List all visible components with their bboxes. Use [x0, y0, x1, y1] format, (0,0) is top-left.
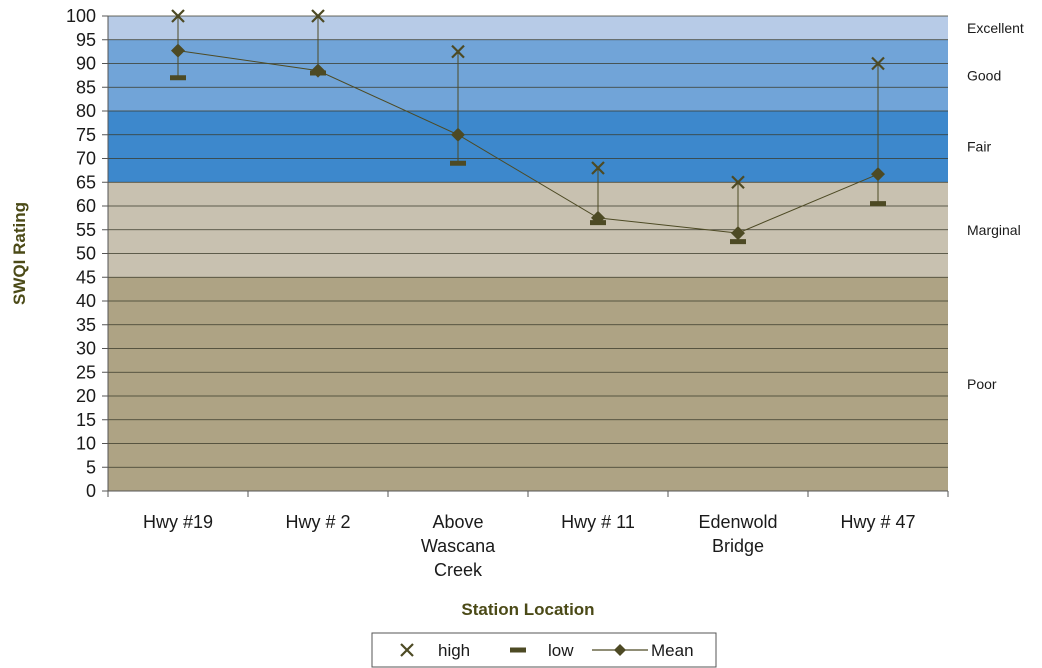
band-fair	[108, 111, 948, 183]
x-tick-label: Hwy # 47	[840, 512, 915, 532]
x-stroke	[171, 9, 185, 23]
y-tick-label: 0	[86, 481, 96, 501]
x-tick-label: Hwy # 2	[285, 512, 350, 532]
data-markers	[170, 9, 886, 245]
mean-marker	[311, 63, 325, 78]
legend-box	[371, 632, 717, 668]
y-tick-label: 50	[76, 244, 96, 264]
x-tick-label-line: Bridge	[712, 536, 764, 556]
x-tick-label-line: Above	[432, 512, 483, 532]
band-poor	[108, 277, 948, 491]
y-tick-label: 55	[76, 220, 96, 240]
legend: high low Mean	[371, 632, 717, 668]
mean-marker	[871, 167, 885, 182]
legend-high-label: high	[438, 641, 470, 660]
x-axis-title: Station Location	[461, 600, 594, 619]
low-marker	[450, 160, 466, 166]
y-tick-label: 65	[76, 172, 96, 192]
high-marker	[171, 9, 185, 23]
band-label-fair: Fair	[967, 139, 991, 155]
band-label-poor: Poor	[967, 376, 997, 392]
axes	[102, 15, 949, 497]
high-marker	[731, 175, 745, 190]
y-tick-label: 95	[76, 30, 96, 50]
mean-marker	[171, 43, 185, 58]
mean-marker	[451, 127, 465, 142]
legend-low-icon	[510, 647, 526, 653]
mean-line	[177, 50, 879, 234]
mean-series-line	[177, 50, 879, 234]
band-label-excellent: Excellent	[967, 20, 1024, 36]
y-tick-label: 70	[76, 149, 96, 169]
y-tick-label: 10	[76, 434, 96, 454]
high-marker	[311, 9, 325, 23]
band-label-good: Good	[967, 67, 1001, 83]
x-tick-label: Hwy # 11	[561, 512, 635, 532]
band-good	[108, 39, 948, 111]
x-stroke	[400, 643, 414, 657]
y-tick-label: 75	[76, 125, 96, 145]
y-tick-label: 30	[76, 339, 96, 359]
band-label-marginal: Marginal	[967, 222, 1021, 238]
legend-low-label: low	[548, 641, 574, 660]
y-tick-label: 20	[76, 386, 96, 406]
y-tick-label: 40	[76, 291, 96, 311]
low-marker	[170, 75, 186, 81]
x-stroke	[311, 9, 325, 23]
y-tick-label: 5	[86, 457, 96, 477]
x-stroke	[871, 56, 885, 71]
y-tick-labels: 0 5 10 15 20 25 30 35 40 45 50 55 60 65 70 75 80 85 90 95 10…	[66, 6, 96, 501]
y-tick-label: 90	[76, 54, 96, 74]
low-marker	[730, 239, 746, 245]
x-stroke	[451, 44, 465, 59]
mean-marker	[731, 226, 745, 241]
x-stroke	[591, 161, 605, 175]
x-tick-label-line: Creek	[434, 560, 483, 580]
legend-high-icon	[400, 643, 414, 657]
x-tick-label: Edenwold Bridge	[698, 512, 777, 556]
x-tick-label-line: Wascana	[421, 536, 496, 556]
gridlines	[108, 15, 948, 468]
x-stroke	[731, 175, 745, 190]
high-marker	[871, 56, 885, 71]
y-axis-title: SWQI Rating	[10, 202, 29, 305]
y-tick-label: 25	[76, 362, 96, 382]
x-tick-label-line: Edenwold	[698, 512, 777, 532]
legend-mean-icon	[614, 644, 626, 656]
rating-band-labels: Excellent Good Fair Marginal Poor	[967, 20, 1024, 392]
mean-marker	[591, 210, 605, 225]
x-tick-label-line: Hwy # 11	[561, 512, 635, 532]
legend-mean-label: Mean	[651, 641, 694, 660]
y-tick-label: 80	[76, 101, 96, 121]
y-tick-label: 15	[76, 410, 96, 430]
high-marker	[451, 44, 465, 59]
low-marker	[870, 201, 886, 207]
y-tick-label: 85	[76, 77, 96, 97]
x-tick-label-line: Hwy # 47	[840, 512, 915, 532]
y-tick-label: 45	[76, 267, 96, 287]
y-tick-label: 60	[76, 196, 96, 216]
x-tick-label: Above Wascana Creek	[421, 512, 496, 580]
x-tick-label: Hwy #19	[143, 512, 213, 532]
band-excellent	[108, 16, 948, 40]
high-marker	[591, 161, 605, 175]
x-tick-labels: Hwy #19 Hwy # 2 Above Wascana Creek Hwy # 11 E…	[143, 512, 916, 580]
x-tick-label-line: Hwy # 2	[285, 512, 350, 532]
x-tick-label-line: Hwy #19	[143, 512, 213, 532]
y-tick-label: 35	[76, 315, 96, 335]
y-tick-label: 100	[66, 6, 96, 26]
